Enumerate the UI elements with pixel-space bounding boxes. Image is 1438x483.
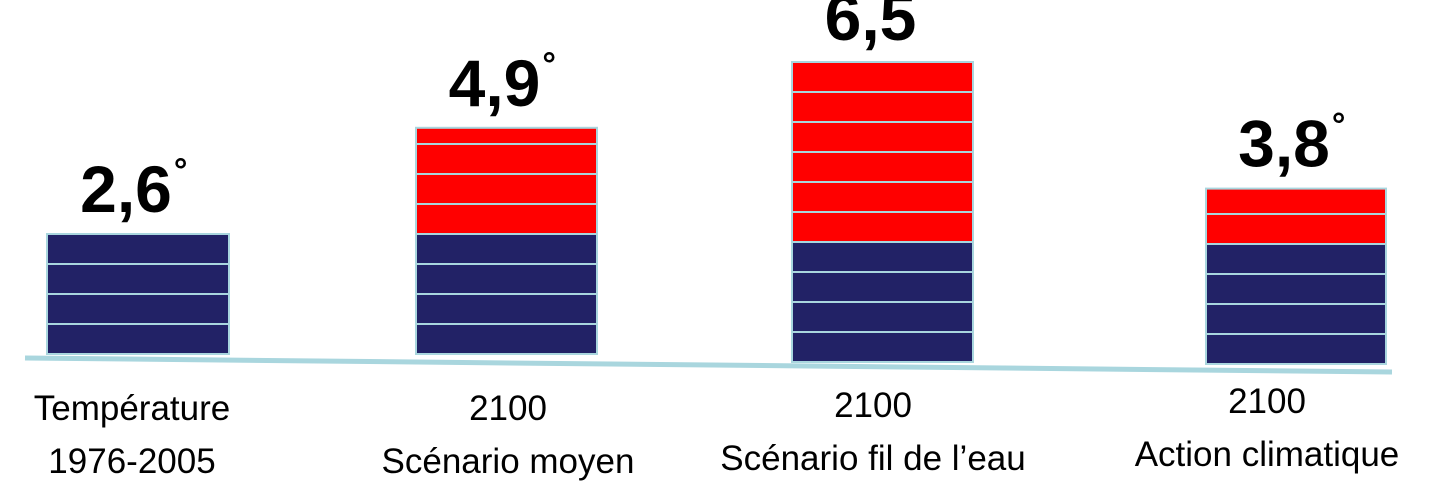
bar-3-segment-7 [791,151,974,183]
bar-3-segment-3 [791,271,974,303]
bar-2-segment-8 [415,126,598,146]
value-label-2: 4,9 [449,46,541,120]
degree-symbol-3: ° [918,0,932,18]
bar-2-segment-1 [415,323,598,355]
value-labels-group: 2,6°4,9°6,5°3,8° [80,0,1345,226]
bar-4-segment-2 [1205,303,1387,335]
bar-3-segment-10 [791,61,974,93]
bar-4-segment-4 [1205,243,1387,275]
bar-2-segment-7 [415,143,598,175]
category-label-1-line-2: 1976-2005 [48,442,215,481]
bar-4-segment-1 [1205,333,1387,365]
bar-3-segment-1 [791,331,974,363]
bar-4-segment-5 [1205,213,1387,245]
category-label-2-line-1: 2100 [469,389,547,428]
bar-4-segment-6 [1205,187,1387,216]
category-label-4-line-1: 2100 [1228,382,1306,421]
bar-3-segment-5 [791,211,974,243]
degree-symbol-1: ° [174,152,188,190]
degree-symbol-4: ° [1332,107,1346,145]
value-label-1: 2,6 [80,152,172,226]
bar-1-segment-1 [46,323,230,355]
baseline-axis [24,355,1393,375]
bar-2-segment-3 [415,263,598,295]
bar-3-segment-6 [791,181,974,213]
bars-group [46,61,1387,365]
bar-3-segment-4 [791,241,974,273]
category-label-4-line-2: Action climatique [1135,435,1400,474]
bar-2-segment-4 [415,233,598,265]
bar-2-segment-5 [415,203,598,235]
category-label-3-line-1: 2100 [834,386,912,425]
bar-4-segment-3 [1205,273,1387,305]
bar-2-segment-6 [415,173,598,205]
bar-1-segment-2 [46,293,230,325]
bar-3-segment-8 [791,121,974,153]
category-label-2-line-2: Scénario moyen [382,442,635,481]
bar-3-segment-9 [791,91,974,123]
bar-3-segment-2 [791,301,974,333]
bar-2-segment-2 [415,293,598,325]
value-label-4: 3,8 [1238,107,1330,181]
degree-symbol-2: ° [542,46,556,84]
category-label-1-line-1: Température [34,389,230,428]
category-label-3-line-2: Scénario fil de l’eau [720,439,1025,478]
bar-1-segment-4 [46,233,230,265]
value-label-3: 6,5 [825,0,917,54]
bar-1-segment-3 [46,263,230,295]
category-labels-group: Température 1976-2005 2100 Scénario moyen 21… [34,382,1400,481]
